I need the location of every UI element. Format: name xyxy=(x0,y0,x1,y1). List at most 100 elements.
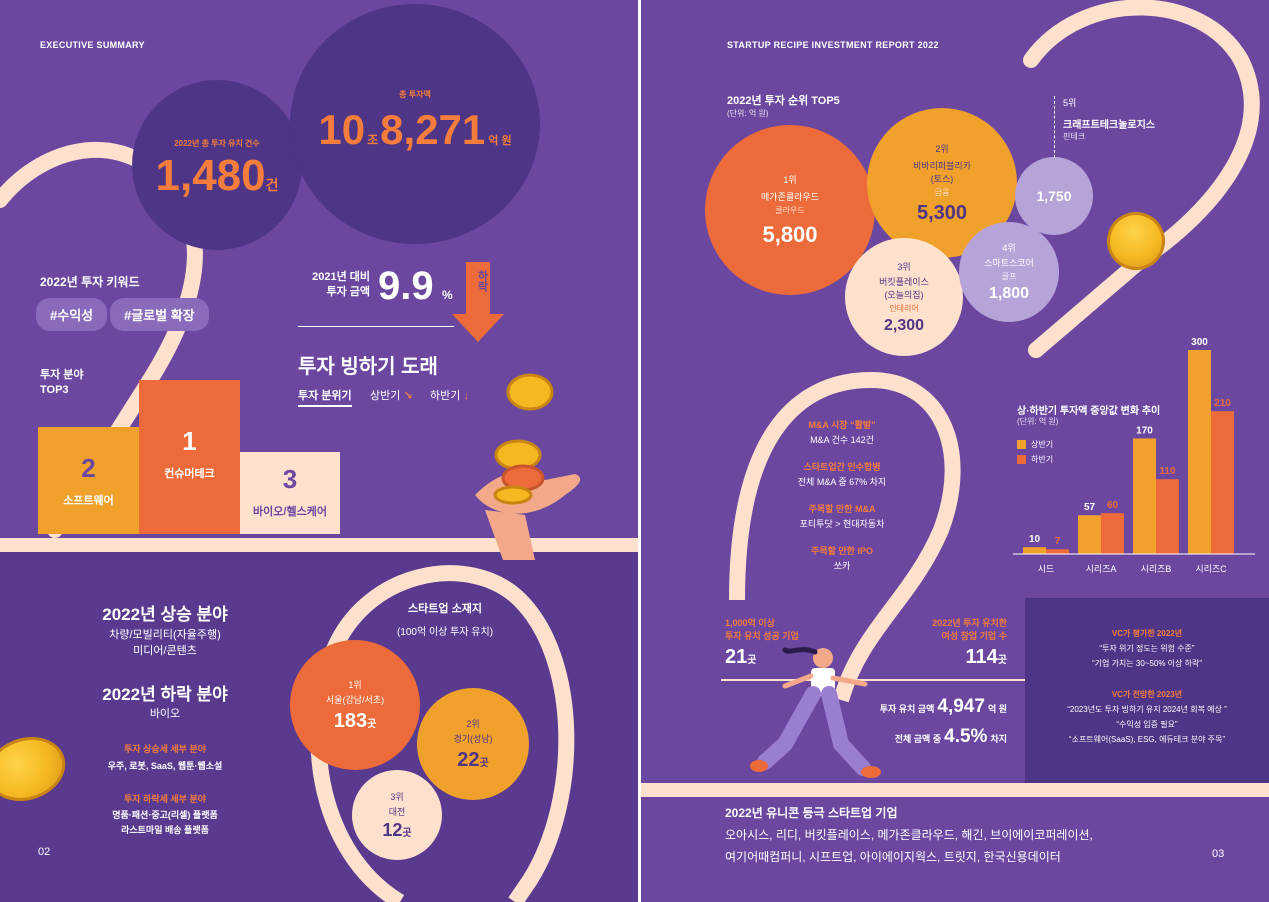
top5-rank-2: 2위 xyxy=(935,143,949,154)
top5-name-5: 크래프트테크놀로지스 xyxy=(1063,120,1155,131)
top3-block-2: 2 소프트웨어 xyxy=(38,427,139,534)
mna-block: M&A 시장 “활발” M&A 건수 142건 스타트업간 인수합병 전체 M&… xyxy=(757,418,927,574)
x-tick-label-시드: 시드 xyxy=(1038,564,1055,574)
top5-name-2-line2: (토스) xyxy=(930,173,954,184)
right-page: STARTUP RECIPE INVESTMENT REPORT 2022 20… xyxy=(641,0,1269,902)
x-tick-label-시리즈C: 시리즈C xyxy=(1195,564,1227,574)
unicorn-line2: 여기어때컴퍼니, 시프트업, 아이에이지웍스, 트릿지, 한국신용데이터 xyxy=(725,850,1061,864)
fall-item-1: 바이오 xyxy=(149,708,181,720)
location-count-1: 183 xyxy=(333,709,368,732)
top3-rank-2: 2 xyxy=(81,453,96,483)
mna-title-2: 스타트업간 인수합병 xyxy=(803,462,881,472)
x-tick-label-시리즈A: 시리즈A xyxy=(1086,564,1117,574)
location-name-1: 서울(강남/서초) xyxy=(325,694,385,705)
top5-circle-1: 1위 메가존클라우드 클라우드 5,800 xyxy=(705,125,875,295)
female-label-line1: 2022년 투자 유치한 xyxy=(932,618,1007,628)
female-unit: 곳 xyxy=(997,655,1007,666)
female-amount-value: 4,947 xyxy=(937,696,985,717)
vc-outlook-line3: “소프트웨어(SaaS), ESG, 에듀테크 분야 주목” xyxy=(1068,735,1226,744)
decorative-two-shape-right xyxy=(641,0,1269,797)
left-header: EXECUTIVE SUMMARY xyxy=(40,40,145,50)
deals-value: 1,480 xyxy=(155,150,266,200)
bar-시리즈A-상반기 xyxy=(1078,515,1101,554)
top3-name-1: 컨슈머테크 xyxy=(164,468,215,480)
female-amount-group: 투자 유치 금액 4,947 억 원 xyxy=(841,696,1007,718)
female-label-line2: 여성 창업 기업 수 xyxy=(941,631,1007,641)
yoy-label-line1: 2021년 대비 xyxy=(312,271,370,283)
legend-swatch-h1 xyxy=(1017,440,1026,449)
big-funding-label-line1: 1,000억 이상 xyxy=(725,618,775,628)
keyword-tag-1: #수익성 xyxy=(36,298,108,331)
freeze-title: 투자 빙하기 도래 xyxy=(298,356,438,378)
bar-label-시리즈A-상반기: 57 xyxy=(1084,502,1096,513)
top5-name-1: 메가존클라우드 xyxy=(761,191,819,202)
location-unit-1: 곳 xyxy=(367,718,377,730)
freeze-h1: 상반기 ↘ xyxy=(370,387,413,403)
mna-title-3: 주목할 만한 M&A xyxy=(808,504,876,514)
bar-label-시리즈C-하반기: 210 xyxy=(1214,398,1231,409)
unicorn-title: 2022년 유니콘 등극 스타트업 기업 xyxy=(725,806,898,820)
x-tick-label-시리즈B: 시리즈B xyxy=(1141,564,1172,574)
bar-시리즈C-상반기 xyxy=(1188,350,1211,554)
fall-title: 2022년 하락 분야 xyxy=(102,685,228,704)
top5-category-4: 골프 xyxy=(1001,272,1017,281)
big-funding-value: 21 xyxy=(725,646,748,668)
vc-eval-line1: “투자 위기 정도는 위험 수준” xyxy=(1099,644,1195,653)
bar-label-시리즈A-하반기: 60 xyxy=(1107,500,1119,511)
fall-detail-title: 투자 하락세 세부 분야 xyxy=(123,794,207,804)
bar-label-시리즈B-하반기: 110 xyxy=(1159,466,1176,477)
top5-title: 2022년 투자 순위 TOP5 xyxy=(727,95,840,107)
bar-시리즈A-하반기 xyxy=(1101,513,1124,554)
vc-outlook-line1: “2023년도 투자 빙하기 유지 2024년 회복 예상 ” xyxy=(1067,705,1227,714)
big-funding-label-line2: 투자 유치 성공 기업 xyxy=(725,631,799,641)
bar-label-시드-하반기: 7 xyxy=(1055,536,1061,547)
location-rank-2: 2위 xyxy=(466,718,480,729)
yoy-label: 2021년 대비 투자 금액 xyxy=(300,270,370,300)
female-value: 114 xyxy=(965,646,998,668)
deals-label: 2022년 총 투자 유치 건수 xyxy=(174,138,260,148)
top5-value-4: 1,800 xyxy=(988,285,1030,302)
chart-unit-note: (단위: 억 원) xyxy=(1017,417,1059,426)
yoy-value: 9.9 xyxy=(378,264,434,308)
top3-name-3: 바이오/헬스케어 xyxy=(253,506,327,518)
top5-category-5: 핀테크 xyxy=(1063,132,1086,141)
location-unit-2: 곳 xyxy=(479,757,489,769)
big-funding-unit: 곳 xyxy=(747,655,757,666)
freeze-h2-arrow-icon: ↓ xyxy=(463,390,469,402)
hand-coins-illustration xyxy=(475,373,581,560)
yoy-divider xyxy=(298,326,454,327)
top5-name-3-line2: (오늘의집) xyxy=(884,289,924,300)
female-amount-label: 투자 유치 금액 xyxy=(879,704,935,714)
bar-label-시리즈B-상반기: 170 xyxy=(1136,425,1153,436)
yoy-unit: % xyxy=(442,288,453,302)
locations-subtitle: (100억 이상 투자 유치) xyxy=(396,627,494,638)
mna-title-1: M&A 시장 “활발” xyxy=(808,420,876,430)
bar-chart: 10 7 시드 57 60 시리즈A 170 110 시리즈B 300 210 시리즈C xyxy=(1013,337,1255,574)
female-label: 2022년 투자 유치한 여성 창업 기업 수 xyxy=(885,617,1007,643)
location-count-3: 12 xyxy=(382,819,403,840)
deals-unit: 건 xyxy=(265,176,279,193)
bar-시리즈B-하반기 xyxy=(1156,479,1179,554)
top3-title: 투자 분야 TOP3 xyxy=(40,368,84,398)
mna-title-4: 주목할 만한 IPO xyxy=(811,546,873,556)
top5-rank-1: 1위 xyxy=(783,174,797,185)
female-share-label: 전체 금액 중 xyxy=(894,734,942,744)
top3-title-line2: TOP3 xyxy=(40,384,69,396)
top5-value-3: 2,300 xyxy=(883,316,925,334)
top5-circle-4: 4위 스마트스코어 골프 1,800 xyxy=(959,222,1059,322)
bar-label-시리즈C-상반기: 300 xyxy=(1191,337,1208,348)
left-page-number: 02 xyxy=(38,846,51,858)
mna-text-1: M&A 건수 142건 xyxy=(810,435,874,445)
location-circle-1: 1위 서울(강남/서초) 183 곳 xyxy=(290,640,420,770)
top5-value-5: 1,750 xyxy=(1036,188,1072,204)
mna-text-3: 포티투닷 > 현대자동차 xyxy=(799,519,885,529)
top5-name-3-line1: 버킷플레이스 xyxy=(879,276,929,287)
location-circle-3: 3위 대전 12 곳 xyxy=(352,770,442,860)
mna-text-2: 전체 M&A 중 67% 차지 xyxy=(797,477,887,487)
chart-title: 상·하반기 투자액 중앙값 변화 추이 xyxy=(1017,406,1161,417)
female-amount-unit: 억 원 xyxy=(987,704,1007,714)
top5-rank-3: 3위 xyxy=(897,261,911,272)
total-unit-b: 억 원 xyxy=(488,134,512,147)
mna-text-4: 쏘카 xyxy=(833,561,851,571)
